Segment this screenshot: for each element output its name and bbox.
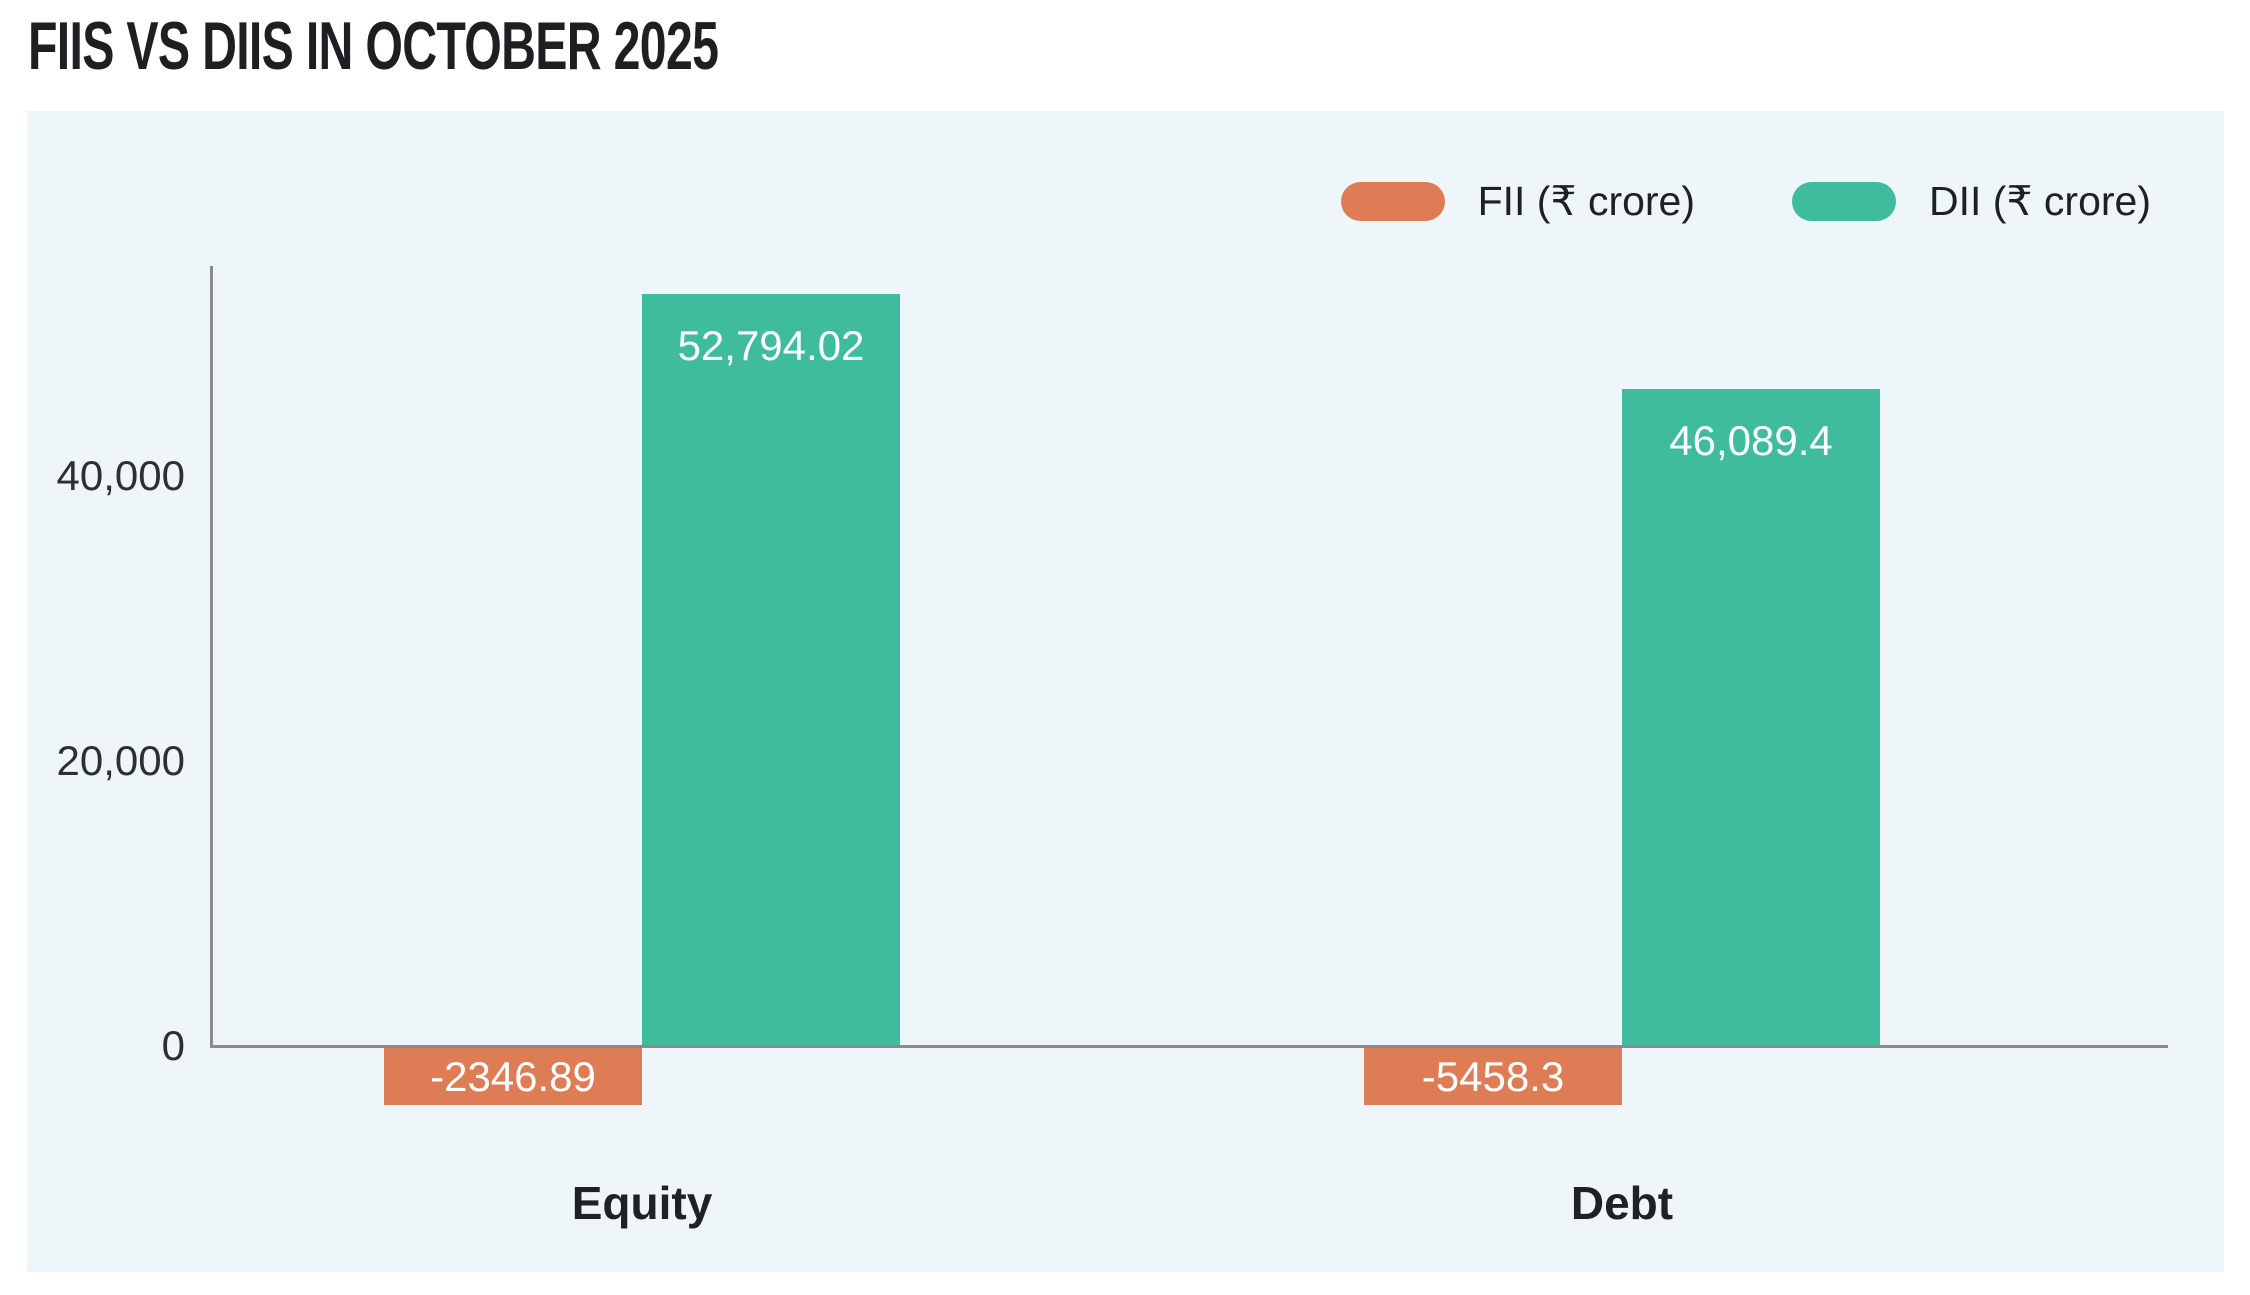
- legend: FII (₹ crore) DII (₹ crore): [1340, 178, 2151, 224]
- bar-dii-debt[interactable]: 46,089.4: [1622, 389, 1880, 1046]
- legend-item-fii[interactable]: FII (₹ crore): [1340, 178, 1696, 224]
- bar-dii-equity[interactable]: 52,794.02: [642, 294, 900, 1046]
- y-axis-tick-label: 40,000: [56, 452, 185, 499]
- y-axis-line: [210, 266, 213, 1048]
- bar-fii-debt[interactable]: -5458.3: [1364, 1048, 1622, 1105]
- bar-value-label: 52,794.02: [677, 322, 865, 369]
- legend-item-label: FII (₹ crore): [1477, 178, 1696, 224]
- bar-value-label: 46,089.4: [1669, 417, 1833, 464]
- chart-panel: FII (₹ crore) DII (₹ crore) 0 20,000 40,00…: [27, 111, 2224, 1272]
- x-category-label-debt: Debt: [1570, 1177, 1674, 1229]
- chart-title: FIIS VS DIIS IN OCTOBER 2025: [28, 8, 719, 84]
- y-axis-tick-label: 20,000: [56, 737, 185, 784]
- y-axis-tick-label: 0: [161, 1022, 185, 1069]
- bar-value-label: -2346.89: [430, 1053, 596, 1100]
- bar-fii-equity[interactable]: -2346.89: [384, 1048, 642, 1105]
- x-axis-line: [210, 1045, 2168, 1048]
- x-category-label-equity: Equity: [571, 1177, 713, 1229]
- fii-legend-swatch-icon: [1340, 182, 1445, 221]
- legend-item-label: DII (₹ crore): [1929, 178, 2151, 224]
- dii-legend-swatch-icon: [1792, 182, 1897, 221]
- bar-value-label: -5458.3: [1421, 1053, 1565, 1100]
- legend-item-dii[interactable]: DII (₹ crore): [1792, 181, 2151, 222]
